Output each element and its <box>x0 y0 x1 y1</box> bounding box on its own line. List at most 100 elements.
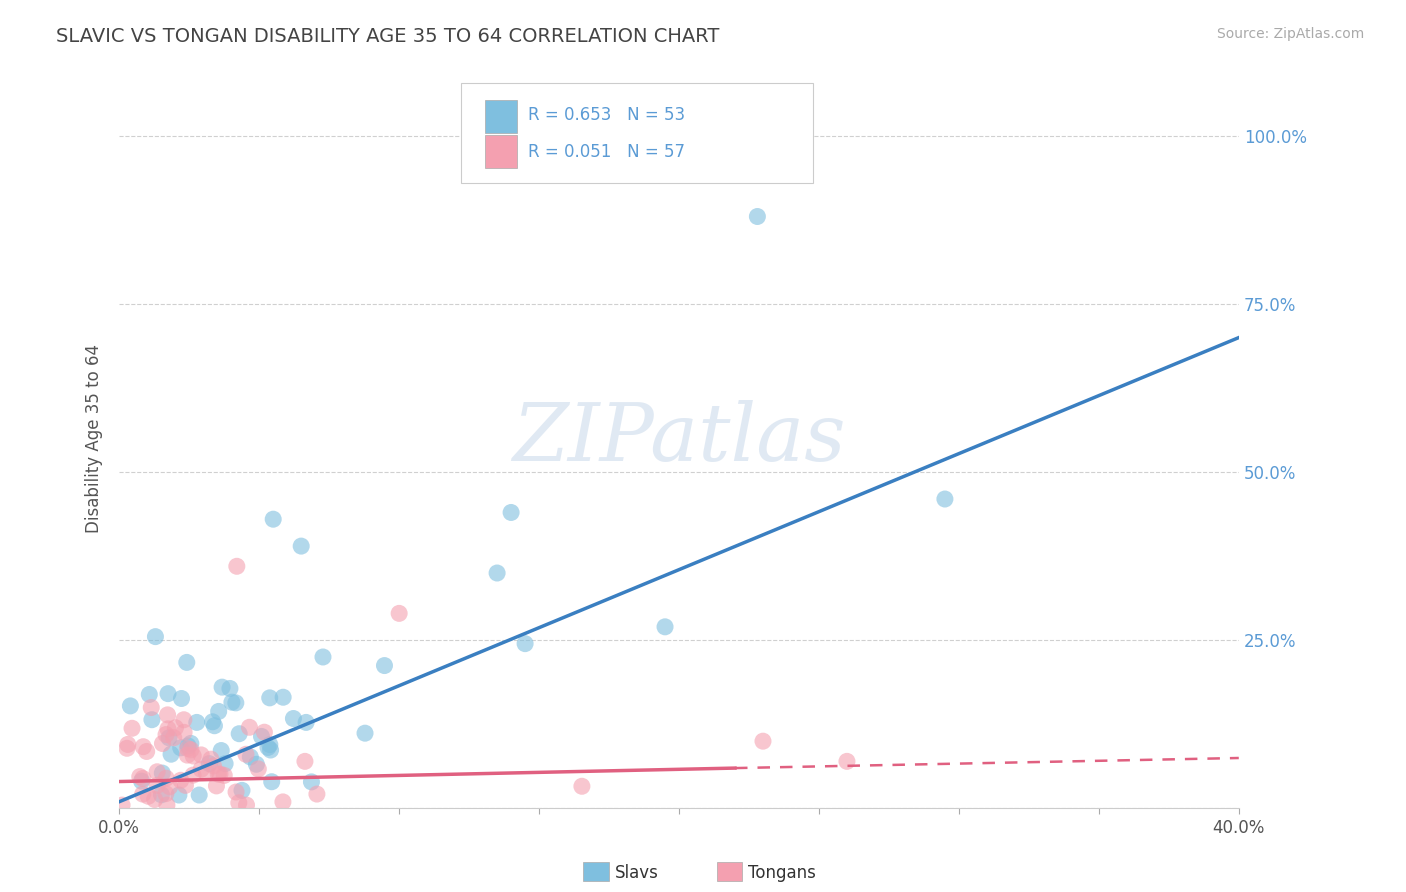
Point <box>225 785 247 799</box>
Point <box>170 691 193 706</box>
Point <box>221 695 243 709</box>
Point <box>205 779 228 793</box>
Point <box>295 715 318 730</box>
Point <box>354 726 377 740</box>
Point <box>204 719 226 733</box>
Text: SLAVIC VS TONGAN DISABILITY AGE 35 TO 64 CORRELATION CHART: SLAVIC VS TONGAN DISABILITY AGE 35 TO 64… <box>56 27 720 45</box>
Point <box>177 739 200 753</box>
Point <box>152 737 174 751</box>
Bar <box>485 100 516 133</box>
Point <box>259 743 281 757</box>
Point <box>228 796 250 810</box>
Point <box>373 658 395 673</box>
Point <box>305 787 328 801</box>
Point <box>115 741 138 756</box>
Point <box>121 721 143 735</box>
Point <box>176 741 198 756</box>
Point <box>170 740 193 755</box>
Point <box>388 607 411 621</box>
Point <box>141 713 163 727</box>
Point <box>159 780 181 794</box>
Point <box>259 738 281 752</box>
Point <box>150 766 173 780</box>
Point <box>163 731 186 745</box>
Point <box>225 559 247 574</box>
Point <box>180 736 202 750</box>
Point <box>131 774 153 789</box>
Text: ZIPatlas: ZIPatlas <box>512 400 846 477</box>
Point <box>120 698 142 713</box>
Point <box>188 788 211 802</box>
Point <box>501 506 523 520</box>
Text: Tongans: Tongans <box>748 864 815 882</box>
Point <box>271 795 294 809</box>
Point <box>207 767 229 781</box>
Point <box>239 750 262 764</box>
Point <box>228 727 250 741</box>
Point <box>212 768 235 782</box>
Point <box>132 772 155 786</box>
Point <box>235 798 257 813</box>
Point <box>195 765 218 780</box>
Point <box>181 768 204 782</box>
Point <box>155 771 177 785</box>
Point <box>209 743 232 757</box>
Point <box>235 747 257 762</box>
Point <box>180 743 202 757</box>
Point <box>157 731 180 745</box>
Point <box>934 491 956 506</box>
Point <box>231 783 253 797</box>
Text: Slavs: Slavs <box>614 864 658 882</box>
Point <box>201 714 224 729</box>
Point <box>214 756 236 771</box>
Point <box>173 725 195 739</box>
Point <box>219 681 242 696</box>
Point <box>132 787 155 801</box>
Point <box>141 700 163 714</box>
Point <box>173 713 195 727</box>
Point <box>245 757 267 772</box>
Point <box>117 738 139 752</box>
Point <box>150 788 173 802</box>
Point <box>145 630 167 644</box>
Point <box>271 690 294 705</box>
Point <box>654 620 676 634</box>
Point <box>747 210 769 224</box>
Point <box>571 779 593 793</box>
Point <box>301 775 323 789</box>
Point <box>156 722 179 736</box>
Point <box>181 748 204 763</box>
Point <box>136 789 159 804</box>
Point <box>257 740 280 755</box>
Point <box>290 539 312 553</box>
Point <box>170 773 193 788</box>
FancyBboxPatch shape <box>461 83 813 183</box>
Point <box>135 744 157 758</box>
Point <box>190 747 212 762</box>
Point <box>283 712 305 726</box>
Point <box>208 767 231 781</box>
Point <box>208 705 231 719</box>
Point <box>156 798 179 813</box>
Point <box>165 721 187 735</box>
Point <box>259 690 281 705</box>
Point <box>211 680 233 694</box>
Point <box>513 637 536 651</box>
Point <box>238 720 260 734</box>
Bar <box>485 135 516 169</box>
Text: R = 0.653   N = 53: R = 0.653 N = 53 <box>527 106 685 124</box>
Point <box>247 762 270 776</box>
Point <box>250 730 273 744</box>
Point <box>225 696 247 710</box>
Text: Source: ZipAtlas.com: Source: ZipAtlas.com <box>1216 27 1364 41</box>
Point <box>253 725 276 739</box>
Point <box>186 715 208 730</box>
Point <box>752 734 775 748</box>
Point <box>146 764 169 779</box>
Point <box>260 774 283 789</box>
Y-axis label: Disability Age 35 to 64: Disability Age 35 to 64 <box>86 344 103 533</box>
Point <box>156 707 179 722</box>
Point <box>190 762 212 776</box>
Point <box>111 798 134 813</box>
Point <box>146 778 169 792</box>
